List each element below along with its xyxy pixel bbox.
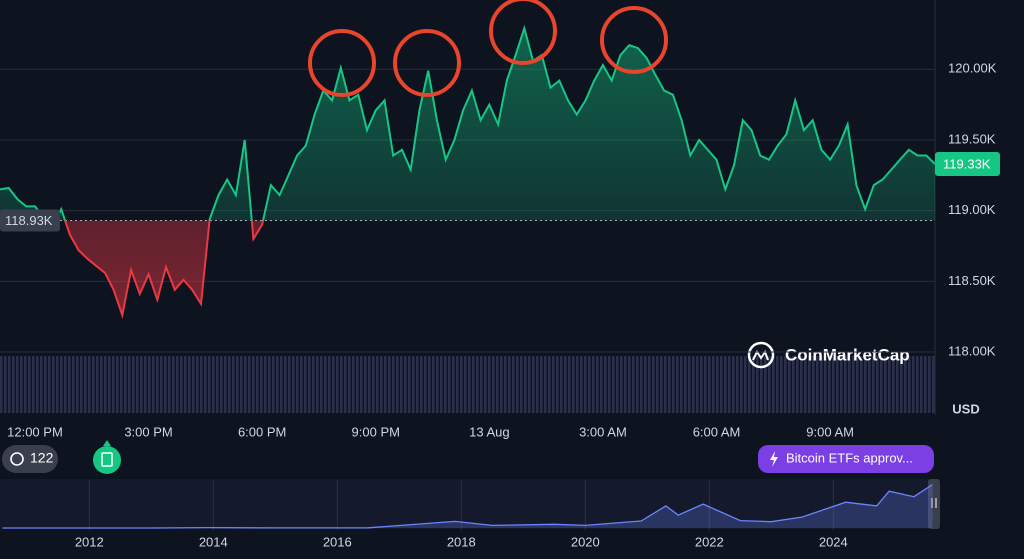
- news-label: Bitcoin ETFs approv...: [786, 450, 913, 465]
- volume-band: [0, 356, 935, 413]
- price-line-up: [0, 24, 935, 221]
- price-line-down: [44, 220, 265, 320]
- x-tick-label: 3:00 PM: [124, 424, 172, 439]
- x-tick-label: 12:00 PM: [7, 424, 63, 439]
- logo: CoinMarketCap: [747, 341, 910, 369]
- annotations: [308, 0, 668, 97]
- news-badge[interactable]: Bitcoin ETFs approv...: [758, 445, 934, 473]
- history-count: 122: [30, 450, 54, 466]
- x-tick-label: 2016: [323, 534, 352, 549]
- last-price-label: 119.33K: [943, 156, 991, 171]
- x-tick-label: 9:00 AM: [806, 424, 854, 439]
- y-tick-label: 120.00K: [948, 61, 997, 76]
- x-tick-label: 13 Aug: [469, 424, 510, 439]
- x-tick-label: 2014: [199, 534, 228, 549]
- last-price-bg: [935, 151, 1000, 176]
- history-badge[interactable]: 122: [2, 445, 58, 473]
- logo-text: CoinMarketCap: [785, 345, 910, 364]
- area-up: [0, 28, 935, 221]
- y-tick-label: 118.00K: [948, 343, 996, 358]
- x-tick-label: 2020: [571, 534, 600, 549]
- y-tick-label: 118.50K: [948, 273, 996, 288]
- y-unit: USD: [952, 401, 979, 416]
- navigator-handle[interactable]: [928, 479, 940, 529]
- nav-line: [2, 484, 933, 529]
- doc-icon[interactable]: [93, 440, 121, 474]
- baseline-label: 118.93K: [5, 213, 53, 228]
- x-tick-label: 2018: [447, 534, 476, 549]
- x-tick-label: 6:00 PM: [238, 424, 286, 439]
- x-tick-label: 2012: [75, 534, 104, 549]
- nav-area: [2, 484, 933, 528]
- y-tick-label: 119.00K: [948, 202, 996, 217]
- x-tick-label: 9:00 PM: [352, 424, 400, 439]
- x-tick-label: 2024: [819, 534, 848, 549]
- baseline-label-bg: [0, 209, 60, 232]
- x-tick-label: 3:00 AM: [579, 424, 627, 439]
- x-tick-label: 6:00 AM: [693, 424, 741, 439]
- x-tick-label: 2022: [695, 534, 724, 549]
- area-down: [46, 220, 264, 316]
- y-tick-label: 119.50K: [948, 131, 996, 146]
